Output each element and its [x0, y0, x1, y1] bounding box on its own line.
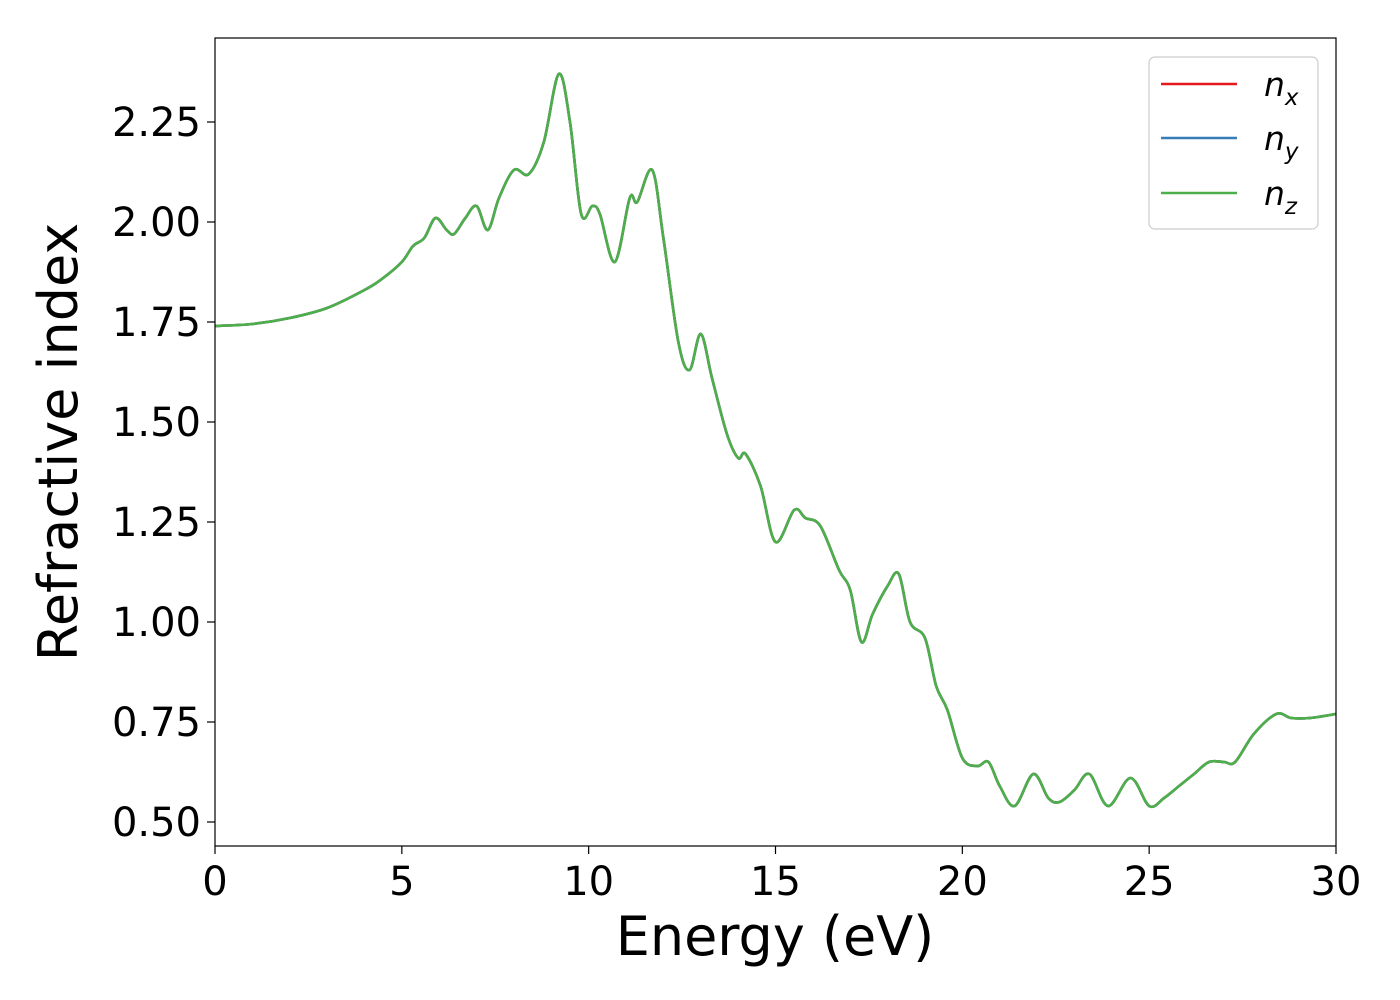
legend-label-n-z: nz	[1264, 174, 1298, 220]
legend-label-n-y: ny	[1264, 119, 1299, 165]
legend-label-base: n	[1264, 174, 1285, 213]
y-tick-label: 2.00	[112, 200, 201, 246]
y-axis-title: Refractive index	[27, 223, 90, 662]
legend-label-base: n	[1264, 65, 1285, 104]
y-tick-label: 1.25	[112, 500, 201, 546]
legend-label-subscript: x	[1284, 85, 1299, 111]
y-tick-label: 1.50	[112, 400, 201, 446]
x-tick-label: 20	[937, 859, 988, 905]
x-tick-label: 5	[389, 859, 414, 905]
x-axis-ticks: 0 5 10 15 20 25 30	[202, 846, 1361, 905]
legend-label-n-x: nx	[1264, 65, 1299, 111]
x-tick-label: 0	[202, 859, 227, 905]
legend-label-subscript: z	[1284, 194, 1298, 220]
y-tick-label: 1.00	[112, 600, 201, 646]
y-tick-label: 1.75	[112, 300, 201, 346]
legend-box	[1148, 56, 1319, 230]
legend-label-base: n	[1264, 119, 1285, 158]
y-tick-label: 0.50	[112, 800, 201, 846]
x-axis-title: Energy (eV)	[616, 905, 935, 968]
y-axis-ticks: 0.50 0.75 1.00 1.25 1.50 1.75 2.00 2.25	[112, 100, 215, 846]
y-tick-label: 2.25	[112, 100, 201, 146]
series-layer	[214, 72, 1337, 809]
plot-area	[214, 37, 1337, 847]
x-tick-label: 10	[563, 859, 614, 905]
x-tick-label: 15	[750, 859, 801, 905]
x-tick-label: 25	[1124, 859, 1175, 905]
legend-label-subscript: y	[1284, 139, 1299, 165]
series-line-n-z	[214, 72, 1337, 809]
x-tick-label: 30	[1311, 859, 1362, 905]
y-tick-label: 0.75	[112, 700, 201, 746]
